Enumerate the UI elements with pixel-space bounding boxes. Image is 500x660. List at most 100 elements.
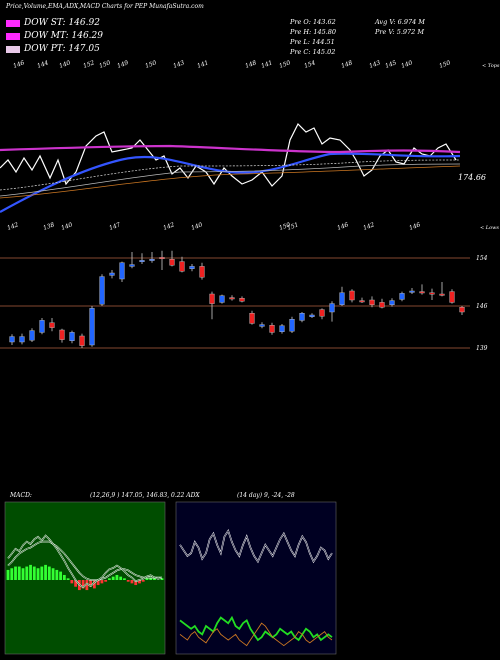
candlesticks: [9, 250, 465, 348]
candle-body: [229, 297, 235, 300]
candle-body: [319, 309, 325, 317]
macd-histogram-bar: [134, 580, 138, 586]
top-tick-label: 152: [82, 59, 95, 70]
macd-series: [6, 534, 164, 591]
macd-histogram-bar: [130, 580, 134, 584]
candle-body: [99, 276, 105, 305]
macd-histogram-bar: [153, 578, 156, 580]
top-tick-label: 145: [384, 59, 397, 70]
candle-body: [69, 332, 75, 341]
tops-side-label: < Tops: [482, 63, 500, 69]
macd-histogram-bar: [59, 571, 62, 580]
macd-histogram-bar: [141, 580, 145, 582]
candle-body: [169, 259, 175, 266]
top-tick-label: 143: [368, 59, 381, 70]
bottom-tick-label: 140: [190, 221, 203, 232]
candle-body: [339, 292, 345, 305]
candle-body: [79, 335, 85, 346]
bottom-tick-label: 151: [286, 221, 299, 231]
macd-histogram-bar: [62, 574, 66, 580]
candle-body: [129, 264, 135, 267]
legend-label-mt: DOW MT: 146.29: [24, 31, 103, 41]
candle-body: [389, 300, 395, 306]
candle-body: [369, 299, 375, 306]
legend-label-pt: DOW PT: 147.05: [24, 44, 100, 54]
macd-histogram-bar: [119, 576, 123, 580]
top-tick-label: 141: [196, 59, 209, 69]
adx-line-inner: [179, 530, 333, 563]
info-pre-high: Pre H: 145.80: [290, 28, 337, 36]
bottom-tick-label: 147: [108, 221, 121, 232]
ema-lines: [0, 122, 461, 213]
top-tick-label: 150: [438, 59, 451, 70]
top-tick-label: 154: [303, 59, 316, 70]
macd-histogram-bar: [29, 564, 32, 580]
legend-swatch-st: [6, 19, 20, 27]
candle-body: [259, 324, 265, 327]
macd-histogram-bar: [40, 566, 44, 580]
candle-body: [209, 293, 215, 304]
top-tick-label: 148: [244, 59, 257, 70]
top-tick-label: 150: [278, 59, 291, 70]
info-col-volume: Avg V: 6.974 M Pre V: 5.972 M: [375, 18, 425, 36]
info-pre-open: Pre O: 143.62: [290, 18, 336, 26]
top-tick-label: 140: [400, 59, 413, 70]
macd-histogram-bar: [160, 578, 164, 580]
legend-label-st: DOW ST: 146.92: [24, 18, 100, 28]
top-tick-label: 141: [260, 59, 273, 69]
candle-body: [119, 262, 125, 280]
legend-swatch-mt: [6, 32, 20, 40]
legend-dow-mt: DOW MT: 146.29: [6, 31, 103, 41]
candle-body: [199, 266, 205, 278]
info-pre-low: Pre L: 144.51: [290, 38, 335, 46]
bottom-tick-label: 146: [336, 221, 349, 232]
macd-histogram-bar: [111, 576, 115, 580]
legend-dow-st: DOW ST: 146.92: [6, 18, 103, 28]
price-label: 174.66: [458, 173, 486, 182]
legend-dow-pt: DOW PT: 147.05: [6, 44, 103, 54]
candle-body: [399, 293, 405, 300]
macd-histogram-bar: [25, 566, 29, 580]
macd-histogram-bar: [44, 564, 47, 580]
macd-histogram-bar: [108, 578, 111, 580]
legend-swatch-pt: [6, 45, 20, 53]
macd-histogram-bar: [17, 566, 21, 580]
di-plus-line: [179, 615, 333, 642]
macd-values: (12,26,9 ) 147.05, 146.83, 0.22 ADX: [90, 492, 200, 499]
adx-panel-bg: [175, 501, 337, 655]
candle-body: [429, 292, 435, 295]
candle-body: [219, 295, 225, 303]
candle-body: [459, 307, 465, 313]
ema-dashed-line: [0, 159, 461, 191]
candle-body: [9, 336, 15, 343]
level-label: 139: [476, 345, 488, 352]
candle-body: [179, 261, 185, 272]
candle-body: [359, 300, 365, 303]
macd-title: MACD:: [9, 492, 32, 499]
candle-body: [379, 302, 385, 308]
info-pre-close: Pre C: 145.02: [290, 48, 336, 56]
macd-histogram-bar: [70, 580, 74, 584]
candle-body: [189, 266, 195, 269]
candle-body: [269, 325, 275, 333]
macd-histogram-bar: [74, 580, 78, 587]
bottom-tick-label: 142: [362, 221, 375, 232]
macd-histogram-bar: [14, 566, 17, 580]
macd-histogram-bar: [138, 580, 141, 584]
candle-body: [149, 259, 155, 261]
top-tick-label: 140: [58, 59, 71, 70]
macd-histogram-bar: [55, 569, 59, 580]
macd-signal-inner: [7, 541, 162, 581]
macd-histogram-bar: [21, 568, 25, 580]
top-tick-label: 150: [144, 59, 157, 70]
bottom-tick-label: 150: [278, 221, 291, 232]
candle-body: [159, 257, 165, 259]
ema-orange-line: [0, 165, 461, 199]
bottom-tick-label: 146: [408, 221, 421, 232]
macd-histogram-bar: [47, 566, 51, 580]
candle-body: [349, 290, 355, 301]
info-col-prev: Pre O: 143.62 Pre H: 145.80 Pre L: 144.5…: [290, 18, 336, 56]
candle-body: [39, 320, 45, 333]
